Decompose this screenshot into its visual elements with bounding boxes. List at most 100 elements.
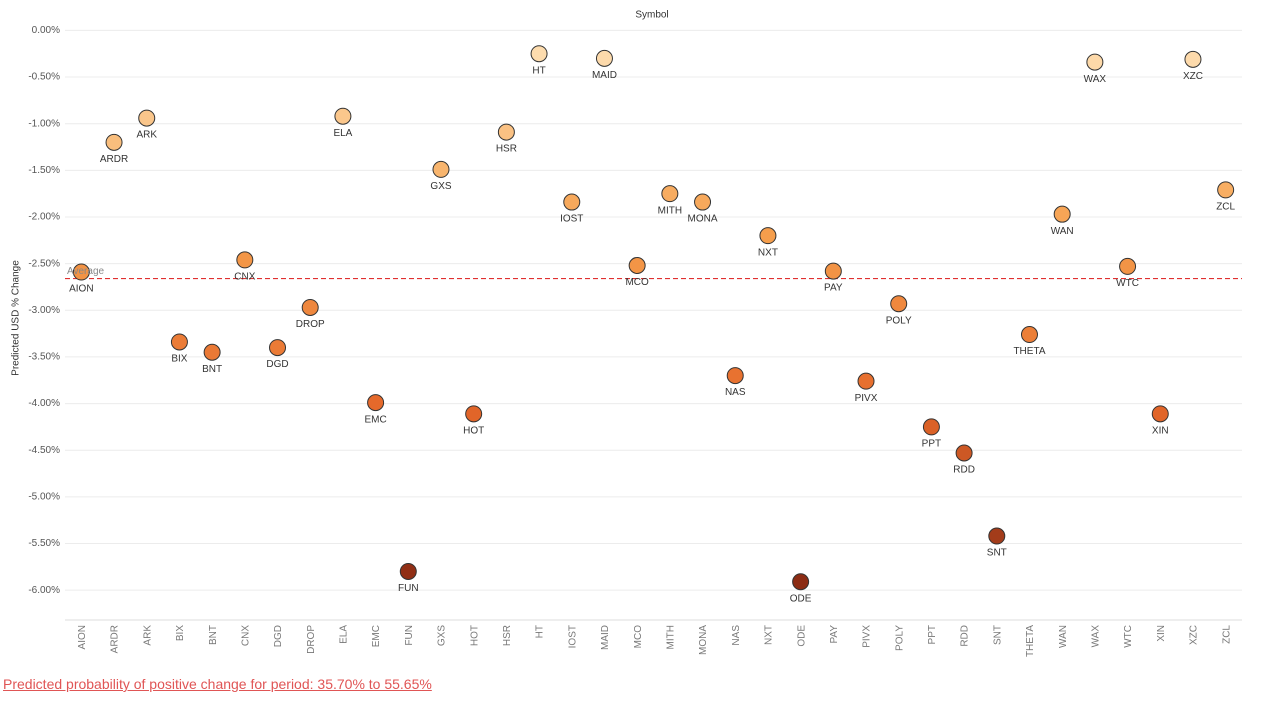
point <box>595 49 613 67</box>
point-label: ZCL <box>1216 202 1235 213</box>
point-label: HOT <box>463 425 484 436</box>
point-label: XZC <box>1183 71 1203 82</box>
point <box>334 107 352 125</box>
x-tick-label: IOST <box>567 625 578 648</box>
x-tick-label: HT <box>535 625 546 638</box>
point-label: BNT <box>202 364 222 375</box>
point-label: FUN <box>398 583 419 594</box>
y-tick-label: -2.50% <box>28 258 60 269</box>
y-tick-label: -5.00% <box>28 491 60 502</box>
point <box>694 193 712 211</box>
point-label: NAS <box>725 387 746 398</box>
x-tick-label: XIN <box>1156 625 1167 642</box>
x-tick-label: WTC <box>1123 625 1134 648</box>
point <box>726 367 744 385</box>
y-tick-label: -2.00% <box>28 212 60 223</box>
point-label: THETA <box>1013 346 1045 357</box>
point-label: WTC <box>1116 278 1139 289</box>
x-tick-label: ELA <box>339 625 350 644</box>
point-label: EMC <box>364 414 386 425</box>
point-label: ELA <box>333 128 352 139</box>
point <box>1053 205 1071 223</box>
y-tick-label: -5.50% <box>28 538 60 549</box>
x-tick-label: PAY <box>829 625 840 644</box>
point <box>530 45 548 63</box>
x-tick-label: PPT <box>927 625 938 644</box>
y-tick-label: 0.00% <box>32 25 60 36</box>
chart-title: Symbol <box>635 10 668 21</box>
x-tick-label: WAX <box>1091 625 1102 648</box>
x-tick-label: NXT <box>764 625 775 645</box>
point-label: IOST <box>560 214 583 225</box>
y-tick-label: -0.50% <box>28 72 60 83</box>
chart: Symbol Predicted USD % Change 0.00% -0.50… <box>11 10 1242 657</box>
y-tick-label: -6.00% <box>28 585 60 596</box>
point <box>1086 53 1104 71</box>
x-tick-label: ARK <box>142 625 153 646</box>
point <box>1184 50 1202 68</box>
point <box>138 109 156 127</box>
x-tick-label: XZC <box>1189 625 1200 645</box>
point-label: PAY <box>824 283 843 294</box>
x-tick-label: MCO <box>633 625 644 649</box>
reference-label: Average <box>67 266 105 277</box>
point-label: MONA <box>688 214 718 225</box>
x-tick-label: ARDR <box>110 625 121 653</box>
point <box>922 418 940 436</box>
point-label: GXS <box>430 181 451 192</box>
x-tick-label: MITH <box>665 625 676 649</box>
point <box>955 444 973 462</box>
x-tick-label: MONA <box>698 625 709 655</box>
x-tick-label: DGD <box>273 625 284 647</box>
x-tick-label: DROP <box>306 625 317 654</box>
point-label: PPT <box>922 439 941 450</box>
x-tick-label: RDD <box>960 625 971 647</box>
y-tick-label: -3.50% <box>28 352 60 363</box>
y-tick-label: -4.50% <box>28 445 60 456</box>
point-label: DGD <box>266 359 288 370</box>
point <box>661 185 679 203</box>
x-tick-label: MAID <box>600 625 611 650</box>
point-label: HT <box>532 65 545 76</box>
point-label: MITH <box>658 205 682 216</box>
point-label: RDD <box>953 465 975 476</box>
x-tick-label: ODE <box>796 625 807 647</box>
footer-link[interactable]: Predicted probability of positive change… <box>3 676 432 692</box>
x-tick-label: EMC <box>371 625 382 647</box>
point-label: NXT <box>758 247 778 258</box>
point-label: AION <box>69 284 93 295</box>
y-tick-label: -1.00% <box>28 118 60 129</box>
point-label: WAX <box>1084 74 1107 85</box>
point <box>399 562 417 580</box>
point <box>1119 257 1137 275</box>
point <box>497 123 515 141</box>
point-label: HSR <box>496 144 517 155</box>
point <box>563 193 581 211</box>
point <box>890 295 908 313</box>
point-label: ARDR <box>100 154 128 165</box>
point <box>170 333 188 351</box>
point <box>1217 181 1235 199</box>
x-tick-label: AION <box>77 625 88 649</box>
x-tick-label: HOT <box>469 625 480 646</box>
y-tick-label: -3.00% <box>28 305 60 316</box>
point <box>792 573 810 591</box>
point <box>269 339 287 357</box>
point-label: CNX <box>234 272 255 283</box>
x-tick-label: NAS <box>731 625 742 646</box>
point <box>105 133 123 151</box>
point <box>465 405 483 423</box>
x-tick-label: POLY <box>894 625 905 651</box>
x-tick-label: THETA <box>1025 625 1036 657</box>
y-tick-label: -4.00% <box>28 398 60 409</box>
point-label: BIX <box>171 354 187 365</box>
x-tick-label: HSR <box>502 625 513 646</box>
point-label: XIN <box>1152 425 1169 436</box>
point-label: PIVX <box>855 393 878 404</box>
point <box>72 263 90 281</box>
x-tick-label: SNT <box>992 625 1003 645</box>
y-tick-label: -1.50% <box>28 165 60 176</box>
point <box>301 298 319 316</box>
point <box>759 227 777 245</box>
x-tick-label: PIVX <box>862 625 873 648</box>
